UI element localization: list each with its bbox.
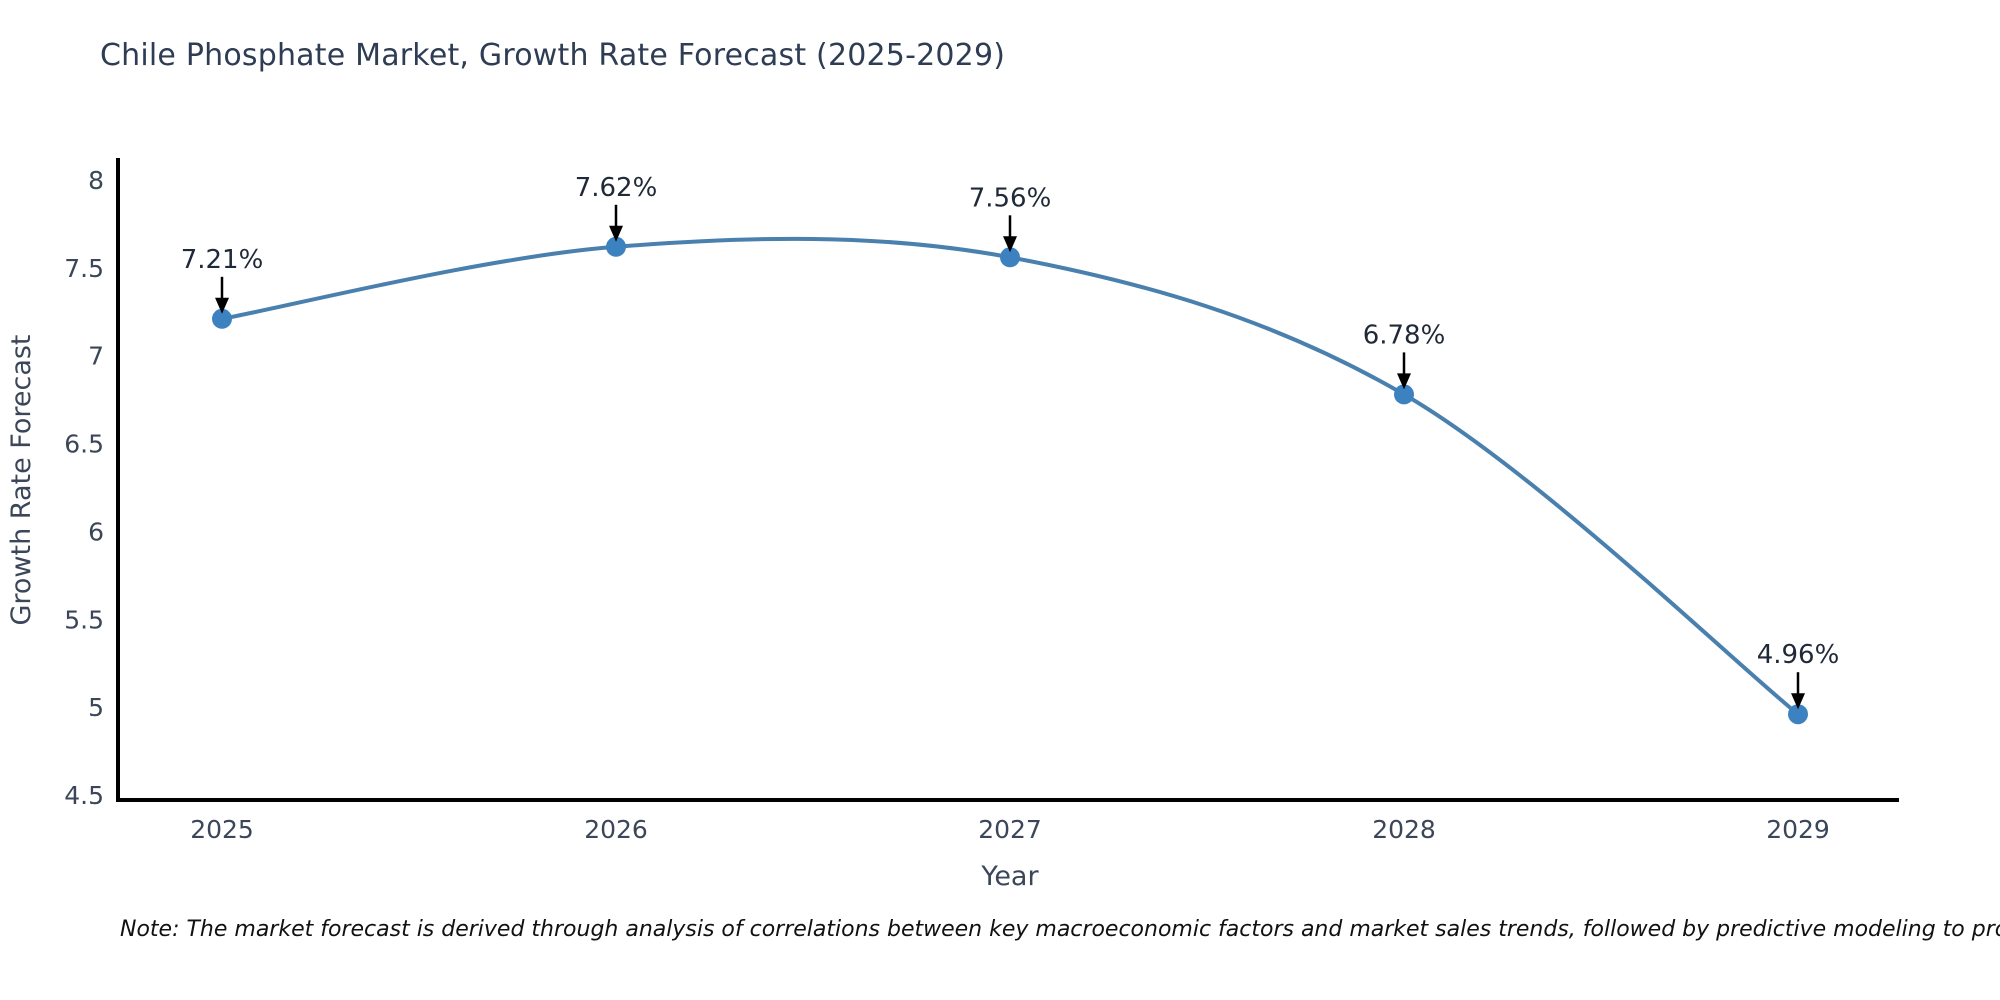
y-tick-label: 6.5 (64, 430, 104, 459)
y-tick-label: 8 (88, 166, 104, 195)
annotation-arrowhead (609, 225, 623, 242)
y-tick-label: 7.5 (64, 254, 104, 283)
point-value-label: 7.21% (181, 245, 264, 275)
series-line (220, 236, 1800, 717)
point-value-label: 7.56% (969, 183, 1052, 213)
x-axis-ticks: 2025 2026 2027 2028 2029 (190, 815, 1830, 844)
annotation-arrowhead (1791, 693, 1805, 710)
annotation-arrowhead (1397, 373, 1411, 390)
x-tick-label: 2027 (978, 815, 1042, 844)
x-tick-label: 2029 (1766, 815, 1830, 844)
y-tick-label: 6 (88, 517, 104, 546)
y-tick-label: 5.5 (64, 605, 104, 634)
y-tick-label: 5 (88, 693, 104, 722)
y-tick-label: 7 (88, 342, 104, 371)
x-tick-label: 2028 (1372, 815, 1436, 844)
data-point-marker (1000, 247, 1020, 268)
data-point-marker (212, 308, 232, 329)
footnote: Note: The market forecast is derived thr… (120, 917, 2000, 942)
data-points (212, 236, 1808, 725)
y-axis-ticks: 8 7.5 7 6.5 6 5.5 5 4.5 (64, 166, 104, 810)
x-axis-title: Year (980, 861, 1039, 892)
point-value-label: 4.96% (1757, 640, 1840, 670)
chart-title: Chile Phosphate Market, Growth Rate Fore… (100, 38, 1006, 73)
point-value-label: 6.78% (1363, 320, 1446, 350)
y-tick-label: 4.5 (64, 781, 104, 810)
data-point-marker (1394, 384, 1414, 405)
point-value-label: 7.62% (575, 173, 658, 203)
annotation-arrowhead (1003, 236, 1017, 253)
data-point-marker (1788, 704, 1808, 725)
y-axis-title: Growth Rate Forecast (6, 334, 37, 625)
point-annotations: 7.21% 7.62% 7.56% 6.78% 4.96% (181, 173, 1840, 710)
x-tick-label: 2026 (584, 815, 648, 844)
x-tick-label: 2025 (190, 815, 254, 844)
annotation-arrowhead (215, 297, 229, 314)
data-point-marker (606, 236, 626, 257)
